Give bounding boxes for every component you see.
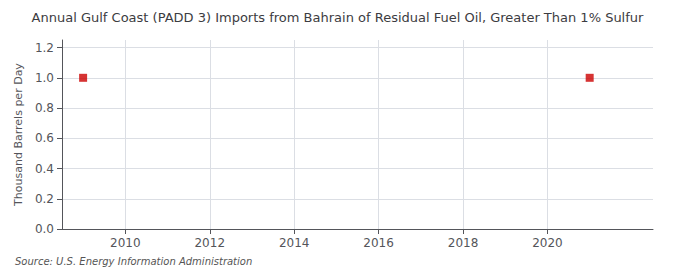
svg-text:2010: 2010 <box>110 236 141 250</box>
svg-text:1.2: 1.2 <box>35 41 54 55</box>
svg-text:1.0: 1.0 <box>35 71 54 85</box>
svg-text:2014: 2014 <box>279 236 310 250</box>
svg-text:0.6: 0.6 <box>35 131 54 145</box>
svg-text:2018: 2018 <box>448 236 479 250</box>
svg-text:Annual Gulf Coast (PADD 3) Imp: Annual Gulf Coast (PADD 3) Imports from … <box>32 10 644 25</box>
svg-text:0.4: 0.4 <box>35 162 54 176</box>
svg-text:2016: 2016 <box>363 236 394 250</box>
svg-text:2020: 2020 <box>532 236 563 250</box>
svg-text:Source: U.S. Energy Informatio: Source: U.S. Energy Information Administ… <box>15 256 252 267</box>
svg-text:Thousand Barrels per Day: Thousand Barrels per Day <box>12 63 25 207</box>
svg-text:0.8: 0.8 <box>35 101 54 115</box>
svg-text:0.0: 0.0 <box>35 222 54 236</box>
svg-text:0.2: 0.2 <box>35 192 54 206</box>
svg-text:2012: 2012 <box>194 236 225 250</box>
